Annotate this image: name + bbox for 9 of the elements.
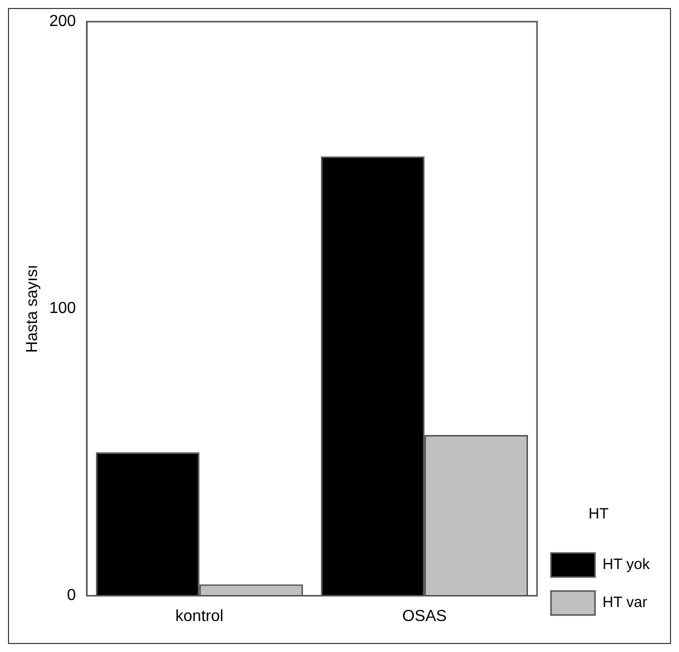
y-tick-label: 100	[49, 300, 76, 318]
y-tick-label: 200	[49, 13, 76, 30]
legend-label: HT yok	[602, 556, 650, 574]
x-tick-label: OSAS	[402, 608, 447, 625]
x-tick-label: kontrol	[175, 608, 224, 625]
y-tick-label: 0	[66, 587, 76, 604]
y-axis-title: Hasta sayısı	[24, 264, 42, 353]
legend-title: HT	[588, 506, 608, 523]
legend-label: HT var	[602, 594, 648, 612]
